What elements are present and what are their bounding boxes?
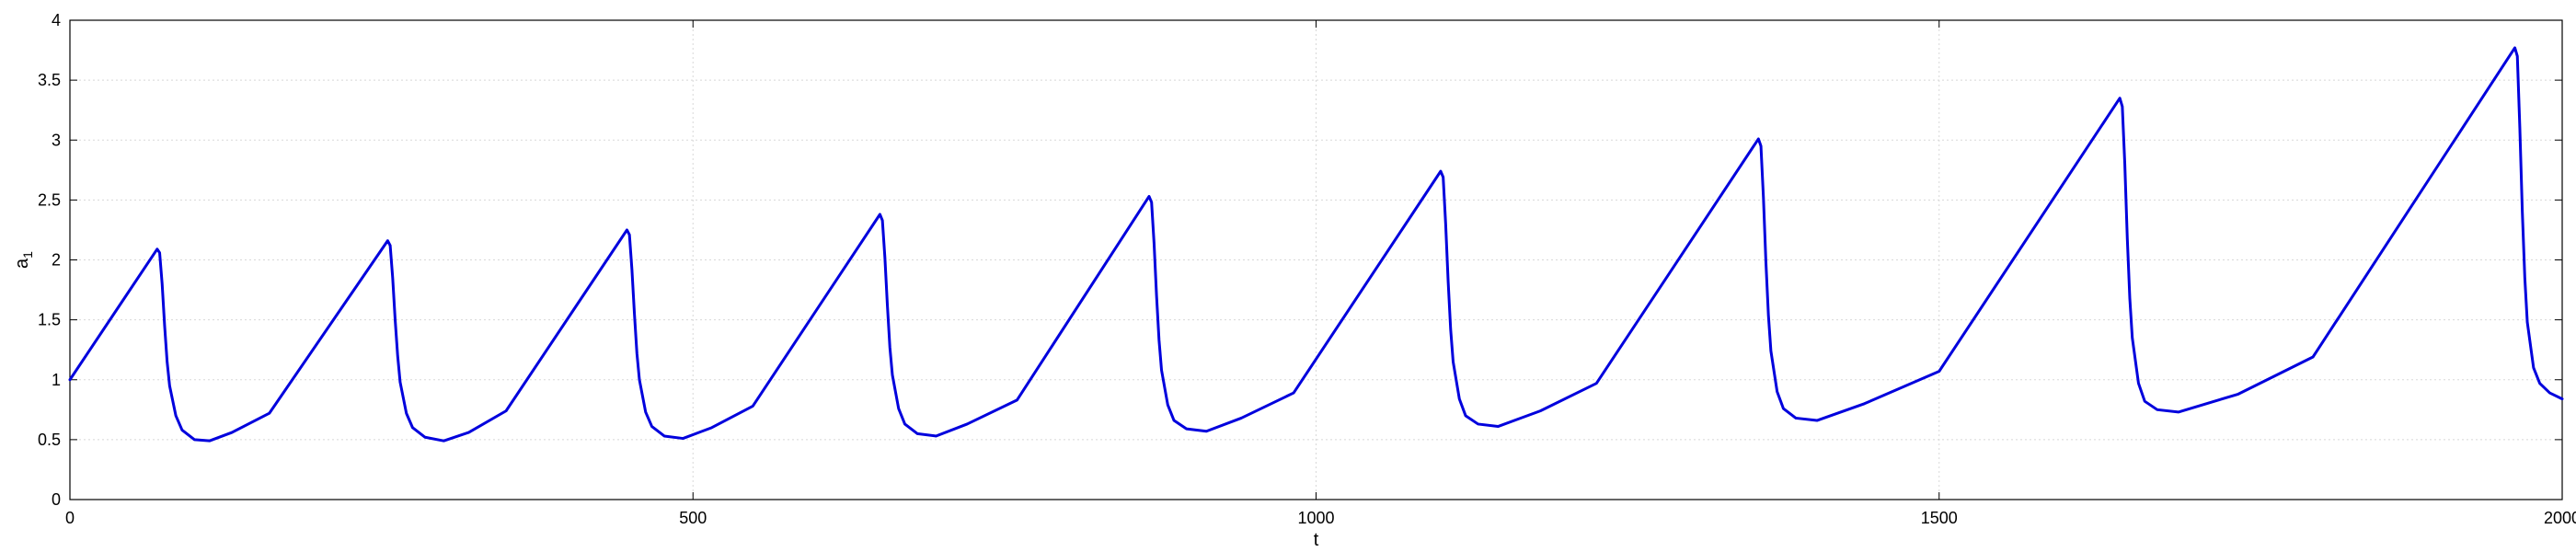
grid	[70, 20, 2562, 500]
y-tick-label: 3.5	[38, 71, 61, 89]
x-tick-label: 1000	[1297, 509, 1334, 527]
x-tick-label: 1500	[1921, 509, 1958, 527]
series-layer	[68, 46, 2564, 443]
y-tick-label: 3	[52, 131, 61, 149]
x-tick-label: 500	[679, 509, 707, 527]
y-tick-label: 0	[52, 490, 61, 509]
y-tick-label: 1	[52, 371, 61, 389]
x-tick-label: 0	[65, 509, 75, 527]
y-axis-label-main: a	[12, 258, 32, 269]
axis-ticks: 0 0.5 1 1.5 2 2.5 3 3.5 4 0 500 1000 1500 2000	[38, 11, 2576, 527]
y-axis-label-subscript: 1	[20, 251, 35, 259]
y-axis-label: a1	[12, 251, 35, 269]
y-tick-label: 0.5	[38, 431, 61, 449]
x-tick-label: 2000	[2544, 509, 2576, 527]
y-tick-label: 2.5	[38, 190, 61, 209]
y-tick-label: 1.5	[38, 311, 61, 329]
y-tick-label: 2	[52, 251, 61, 270]
x-axis-label: t	[1314, 530, 1319, 550]
series-line-1	[68, 46, 2564, 443]
y-tick-label: 4	[52, 11, 61, 29]
